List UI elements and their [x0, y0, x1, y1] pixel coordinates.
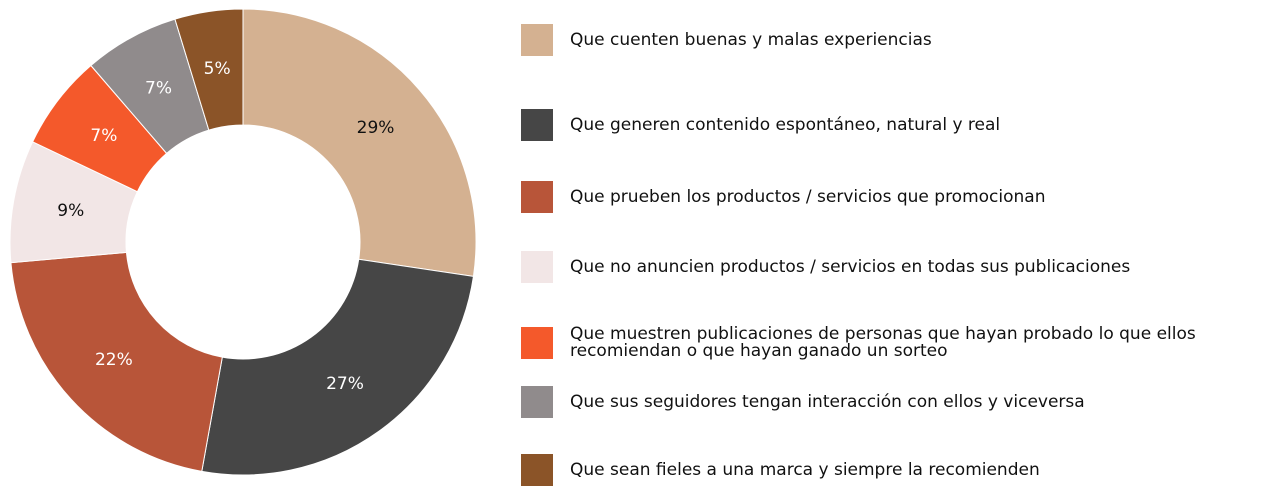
legend-swatch — [521, 327, 553, 359]
legend-label: Que generen contenido espontáneo, natura… — [570, 114, 1001, 135]
legend-label: Que prueben los productos / servicios qu… — [570, 186, 1046, 207]
legend-swatch — [521, 386, 553, 418]
chart: 29% 27% 22% 9% 7% 7% 5% — [9, 8, 477, 476]
legend-swatch — [521, 24, 553, 56]
slice-label: 7% — [145, 79, 172, 99]
legend-label: Que muestren publicaciones de personas q… — [570, 324, 1196, 361]
legend-item: Que generen contenido espontáneo, natura… — [521, 109, 1270, 141]
legend-swatch — [521, 454, 553, 486]
donut-slice — [174, 8, 244, 131]
slice-label: 7% — [90, 126, 117, 146]
legend-item: Que prueben los productos / servicios qu… — [521, 181, 1270, 213]
legend-swatch — [521, 109, 553, 141]
slice-label: 29% — [357, 118, 395, 138]
donut-slice — [201, 258, 475, 476]
legend-label: Que no anuncien productos / servicios en… — [570, 256, 1131, 277]
legend-item: Que cuenten buenas y malas experiencias — [521, 24, 1270, 56]
legend-label: Que sus seguidores tengan interacción co… — [570, 391, 1085, 412]
legend-item: Que sus seguidores tengan interacción co… — [521, 386, 1270, 418]
legend-label: Que sean fieles a una marca y siempre la… — [570, 459, 1040, 480]
slice-label: 5% — [204, 59, 231, 79]
slice-label: 9% — [57, 201, 84, 221]
legend-item: Que sean fieles a una marca y siempre la… — [521, 454, 1270, 486]
legend-item: Que no anuncien productos / servicios en… — [521, 251, 1270, 283]
legend-swatch — [521, 251, 553, 283]
donut-slice — [242, 8, 477, 277]
slice-label: 27% — [326, 374, 364, 394]
legend-label: Que cuenten buenas y malas experiencias — [570, 29, 932, 50]
slice-label: 22% — [95, 350, 133, 370]
donut-slice — [10, 251, 223, 472]
legend-swatch — [521, 181, 553, 213]
legend-item: Que muestren publicaciones de personas q… — [521, 326, 1270, 360]
